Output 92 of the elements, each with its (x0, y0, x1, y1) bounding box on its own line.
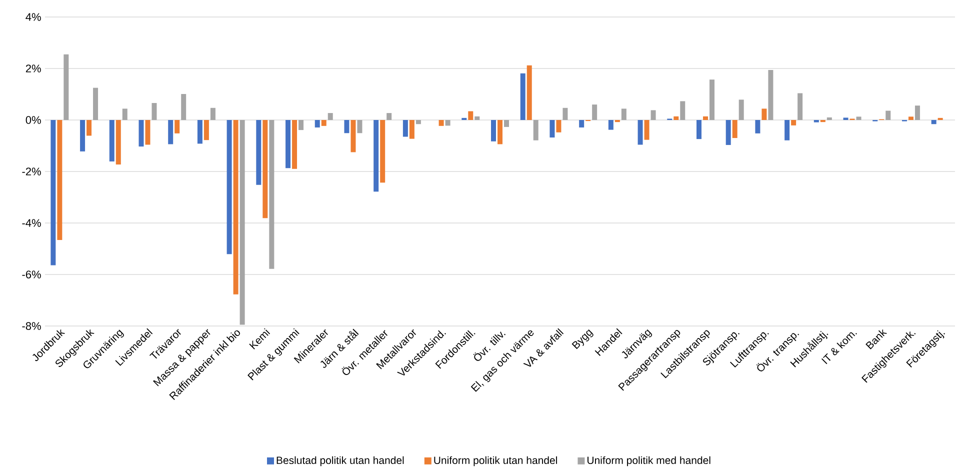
legend-label: Uniform politik utan handel (434, 456, 557, 466)
bar (738, 100, 744, 120)
bar (64, 54, 69, 120)
bar (762, 108, 767, 120)
bar (416, 120, 421, 124)
bar (638, 120, 643, 145)
bar (145, 120, 150, 145)
legend-label: Beslutad politik utan handel (276, 456, 404, 466)
bar (702, 116, 708, 120)
bar (550, 120, 555, 138)
bar (152, 103, 157, 120)
bar (468, 111, 474, 120)
bar (579, 120, 584, 128)
bar (908, 116, 914, 120)
y-tick-label: 2% (26, 64, 41, 72)
bar (292, 120, 298, 169)
bar (80, 120, 86, 152)
y-tick-label: -2% (22, 168, 41, 176)
bar (798, 93, 803, 120)
bar (350, 120, 356, 152)
bar (374, 120, 379, 192)
bar (556, 120, 562, 132)
bar (57, 120, 62, 240)
y-tick-label: -4% (22, 219, 41, 227)
bar (50, 120, 56, 266)
bar (726, 120, 731, 145)
bar (644, 120, 650, 140)
bar (791, 120, 796, 126)
bar (210, 108, 216, 120)
bar (520, 73, 526, 120)
y-tick-label: -8% (22, 322, 41, 330)
bar (262, 120, 268, 218)
bar (562, 108, 568, 120)
bar (732, 120, 738, 138)
bar (914, 106, 920, 120)
bar (438, 120, 444, 126)
y-tick-label: 4% (26, 13, 41, 21)
bar (86, 120, 92, 136)
bar (328, 113, 333, 120)
bar (298, 120, 304, 130)
bar (269, 120, 274, 269)
bar (650, 110, 656, 120)
bar (93, 88, 98, 120)
bar (197, 120, 202, 144)
bar (491, 120, 496, 142)
bar (674, 116, 679, 120)
bar (768, 70, 774, 120)
bar (614, 120, 620, 122)
bar (826, 117, 832, 120)
bar (931, 120, 936, 124)
bar (621, 108, 626, 120)
bar (226, 120, 232, 254)
y-tick-label: 0% (26, 116, 41, 124)
bar (709, 80, 714, 120)
bar (204, 120, 209, 140)
bar (109, 120, 114, 162)
bar (498, 120, 503, 144)
bar (526, 65, 532, 120)
bar (240, 120, 245, 325)
bar (314, 120, 320, 128)
bar (181, 94, 186, 120)
bar (886, 110, 891, 120)
bar (592, 104, 598, 120)
bar (409, 120, 414, 139)
bar (321, 120, 326, 126)
bar (820, 120, 826, 122)
bar (533, 120, 538, 140)
bar (344, 120, 350, 134)
bar (233, 120, 238, 294)
bar (386, 113, 392, 120)
bar (784, 120, 790, 140)
bar (286, 120, 291, 168)
bar (608, 120, 614, 130)
bar (504, 120, 510, 127)
bar (814, 120, 819, 122)
bar (168, 120, 174, 144)
legend-label: Uniform politik med handel (588, 456, 710, 466)
bar (256, 120, 262, 185)
bar (122, 108, 128, 120)
bar (856, 116, 862, 120)
bar (474, 116, 480, 120)
bar (402, 120, 408, 137)
bar (445, 120, 450, 126)
bar (696, 120, 702, 140)
bar (357, 120, 362, 134)
bar (116, 120, 121, 165)
bar (380, 120, 386, 183)
bar (680, 101, 686, 120)
bar (755, 120, 760, 134)
bar (174, 120, 180, 134)
bar (138, 120, 144, 147)
y-tick-label: -6% (22, 270, 41, 278)
